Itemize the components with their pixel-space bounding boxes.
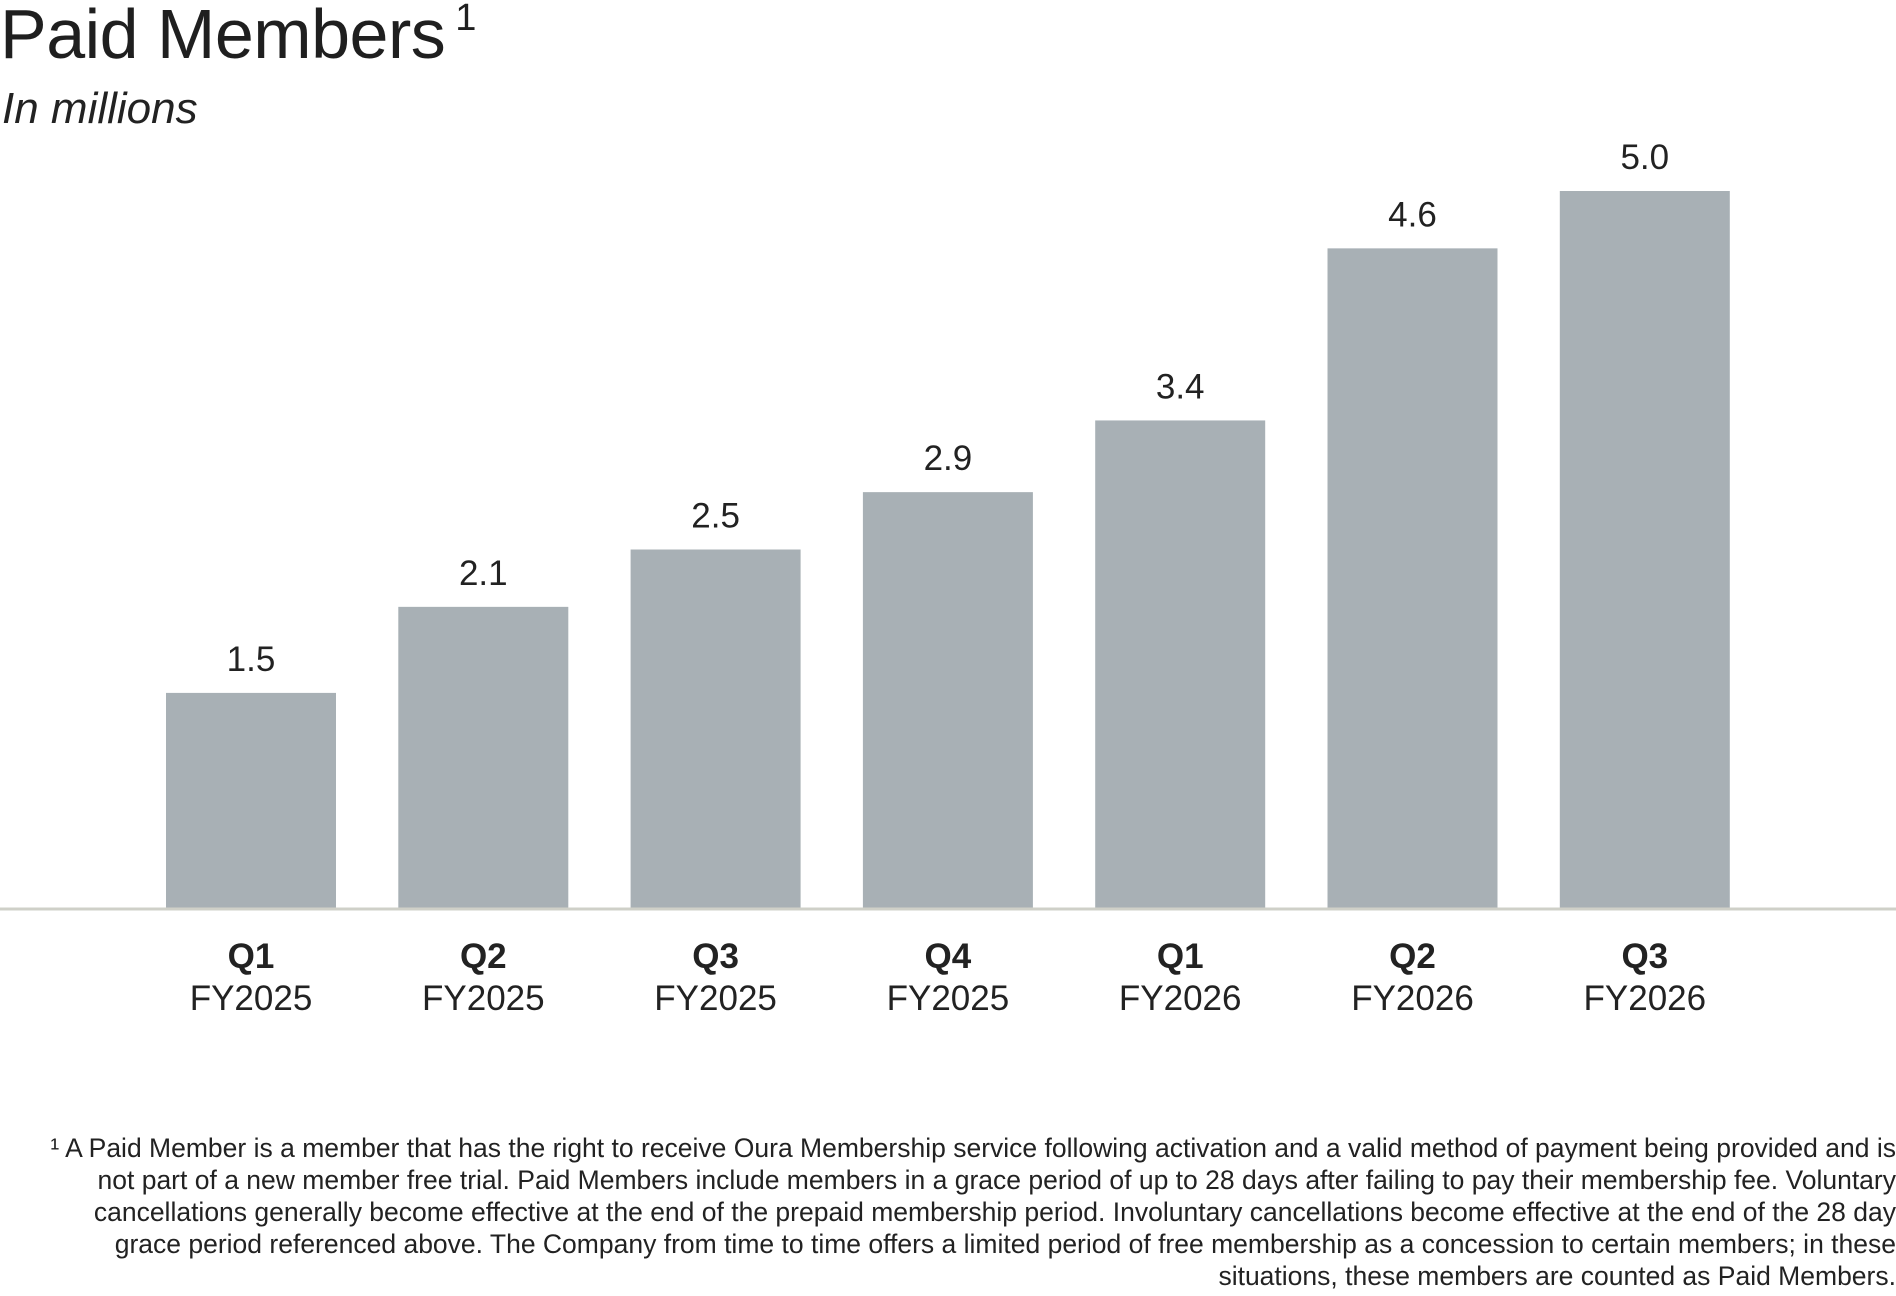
bar: [862, 492, 1033, 908]
bar: [1559, 191, 1730, 908]
x-tick-label-year: FY2025: [190, 979, 313, 1018]
title-footnote-marker: 1: [455, 0, 476, 39]
x-tick-label-quarter: Q1: [228, 937, 275, 976]
data-label: 4.6: [1388, 195, 1437, 234]
x-tick-label-quarter: Q1: [1157, 937, 1204, 976]
data-label: 2.5: [691, 497, 740, 536]
footnote-line: grace period referenced above. The Compa…: [114, 1229, 1896, 1259]
x-tick-label-quarter: Q2: [460, 937, 507, 976]
bar-chart: 1.5Q1FY20252.1Q2FY20252.5Q3FY20252.9Q4FY…: [0, 138, 1896, 1018]
x-tick-label-quarter: Q3: [1621, 937, 1668, 976]
footnote: ¹ A Paid Member is a member that has the…: [16, 1132, 1896, 1292]
x-tick-label-quarter: Q3: [692, 937, 739, 976]
footnote-line: ¹ A Paid Member is a member that has the…: [50, 1133, 1896, 1163]
data-label: 1.5: [227, 640, 276, 679]
data-label: 5.0: [1620, 138, 1669, 177]
data-label: 2.1: [459, 554, 508, 593]
footnote-line: cancellations generally become effective…: [93, 1197, 1896, 1227]
x-tick-label-year: FY2025: [887, 979, 1010, 1018]
bar: [1327, 248, 1498, 909]
bar: [398, 606, 569, 908]
bar: [630, 549, 801, 908]
chart-title: Paid Members 1: [0, 0, 476, 74]
x-tick-label-year: FY2026: [1584, 979, 1707, 1018]
x-tick-label-year: FY2025: [422, 979, 545, 1018]
bar: [166, 692, 336, 908]
footnote-line: not part of a new member free trial. Pai…: [97, 1165, 1896, 1195]
x-tick-label-year: FY2026: [1351, 979, 1474, 1018]
x-tick-label-year: FY2025: [654, 979, 777, 1018]
x-tick-label-quarter: Q4: [925, 937, 972, 976]
bar: [1095, 420, 1266, 908]
x-tick-label-year: FY2026: [1119, 979, 1242, 1018]
x-tick-label-quarter: Q2: [1389, 937, 1436, 976]
chart-subtitle: In millions: [2, 84, 198, 133]
data-label: 3.4: [1156, 367, 1205, 406]
title-text: Paid Members: [0, 0, 446, 73]
footnote-line: situations, these members are counted as…: [1218, 1261, 1896, 1291]
data-label: 2.9: [924, 439, 973, 478]
